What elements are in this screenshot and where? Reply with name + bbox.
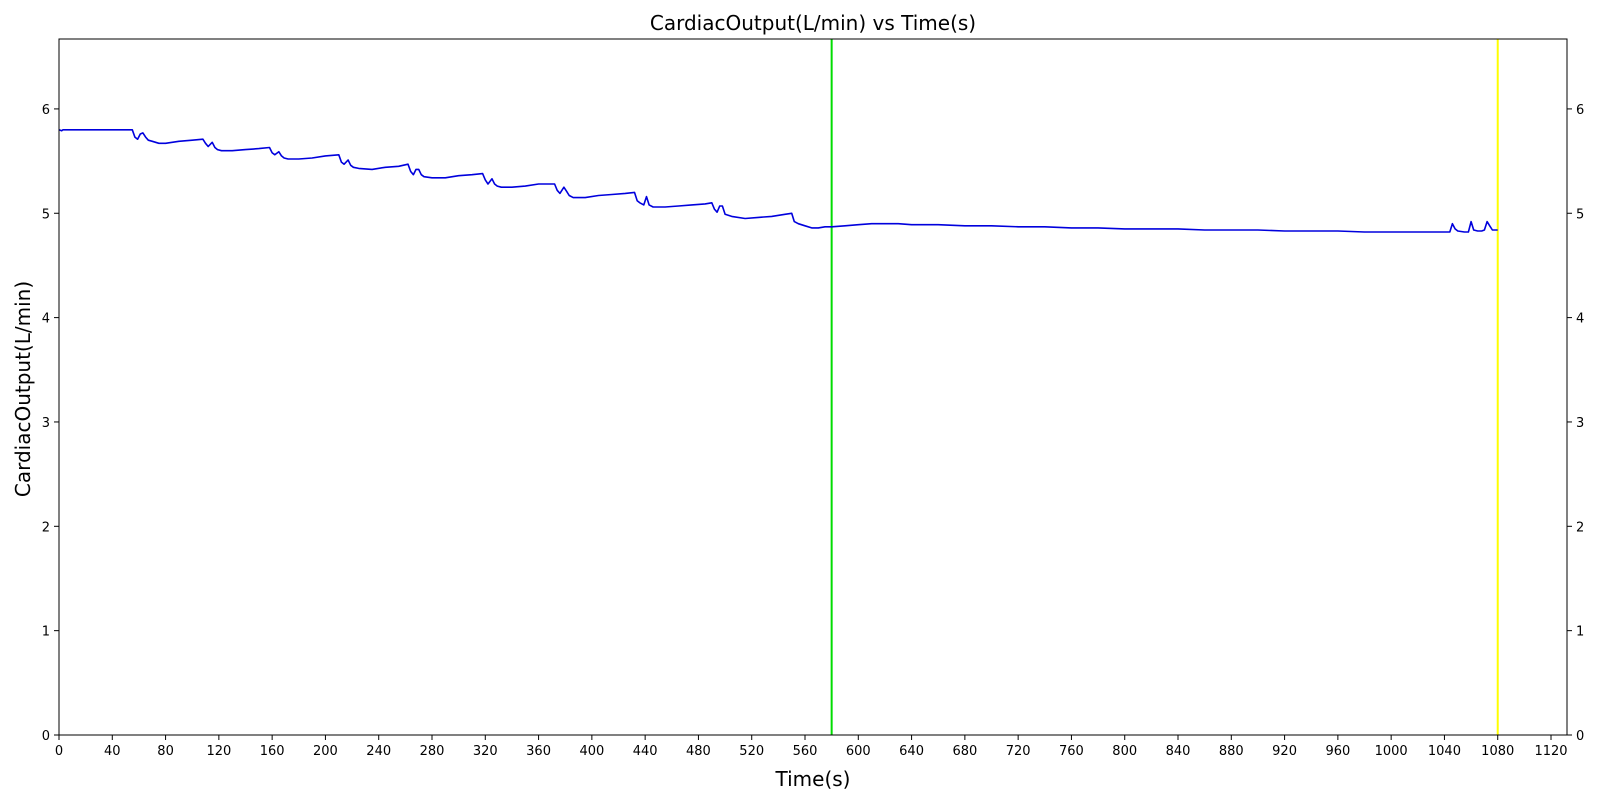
x-tick-label: 320 [473,744,498,759]
y-tick-label-right: 0 [1576,729,1584,744]
x-tick-label: 160 [260,744,285,759]
x-tick-label: 640 [899,744,924,759]
plot-area: 0 40 80 120 160 200 240 280 320 360 400 440 480 520 56… [42,38,1584,759]
y-axis-title: CardiacOutput(L/min) [11,281,35,497]
y-tick-label-left: 0 [42,729,50,744]
y-tick-label-right: 2 [1576,520,1584,535]
y-tick-label-right: 1 [1576,625,1584,640]
x-tick-label: 0 [55,744,63,759]
x-tick-label: 1040 [1428,744,1461,759]
x-tick-label: 240 [366,744,391,759]
x-tick-label: 120 [206,744,231,759]
y-tick-label-left: 5 [42,207,50,222]
x-tick-label: 920 [1272,744,1297,759]
x-tick-label: 280 [420,744,445,759]
y-tick-label-left: 4 [42,312,50,327]
y-tick-label-right: 6 [1576,103,1584,118]
y-tick-label-left: 2 [42,520,50,535]
y-tick-label-right: 5 [1576,207,1584,222]
x-tick-label: 360 [526,744,551,759]
y-tick-label-left: 1 [42,625,50,640]
y-tick-label-left: 3 [42,416,50,431]
x-tick-label: 400 [579,744,604,759]
x-tick-label: 680 [952,744,977,759]
x-tick-label: 1120 [1534,744,1567,759]
x-tick-label: 520 [739,744,764,759]
x-tick-label: 720 [1006,744,1031,759]
x-tick-label: 960 [1325,744,1350,759]
x-tick-label: 760 [1059,744,1084,759]
x-tick-label: 80 [157,744,174,759]
x-tick-label: 880 [1219,744,1244,759]
y-tick-label-right: 3 [1576,416,1584,431]
x-tick-label: 840 [1166,744,1191,759]
x-tick-label: 1080 [1481,744,1514,759]
x-tick-label: 560 [793,744,818,759]
x-tick-label: 480 [686,744,711,759]
x-tick-label: 440 [633,744,658,759]
chart-title: CardiacOutput(L/min) vs Time(s) [650,11,976,35]
x-tick-label: 1000 [1375,744,1408,759]
x-tick-label: 800 [1112,744,1137,759]
x-tick-label: 600 [846,744,871,759]
plot-frame [58,38,1568,736]
x-tick-label: 40 [104,744,121,759]
y-tick-label-right: 4 [1576,312,1584,327]
y-tick-label-left: 6 [42,103,50,118]
x-axis-title: Time(s) [775,767,851,791]
x-tick-label: 200 [313,744,338,759]
series-line-0 [58,129,1498,233]
